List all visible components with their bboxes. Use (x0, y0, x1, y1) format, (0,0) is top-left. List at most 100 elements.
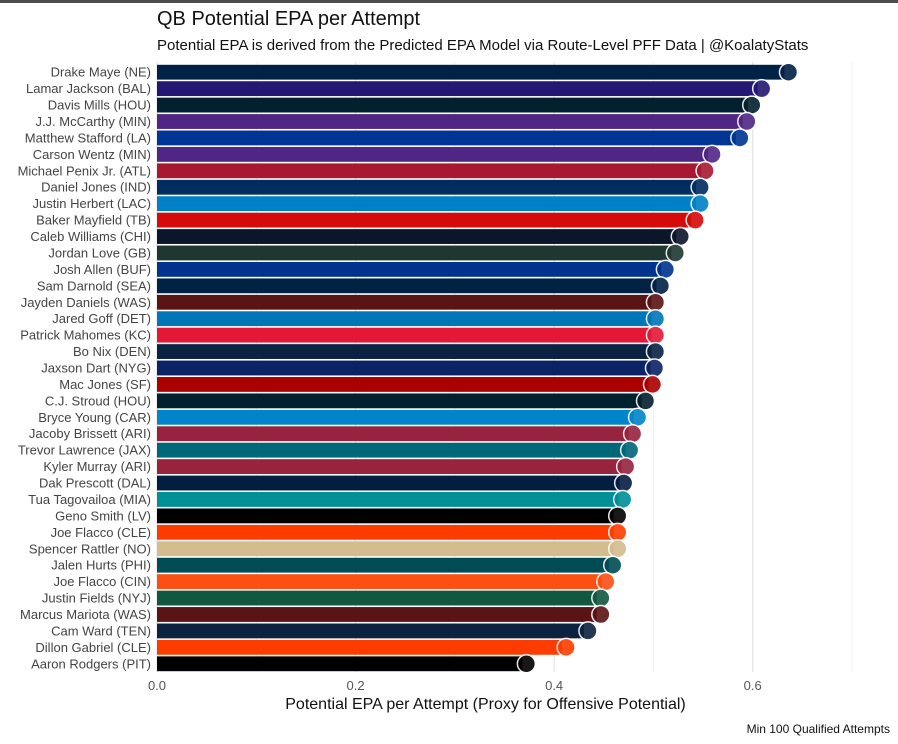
team-logo-icon (645, 308, 666, 329)
category-label: Dak Prescott (DAL) (39, 476, 151, 491)
category-label: Justin Fields (NYJ) (42, 591, 151, 606)
category-label: Josh Allen (BUF) (53, 262, 151, 277)
team-logo-icon (670, 226, 691, 247)
team-logo-icon (578, 621, 598, 641)
team-logo-icon (645, 292, 666, 313)
bar (157, 607, 597, 622)
team-logo-icon (556, 637, 576, 658)
bar (157, 245, 672, 261)
team-logo-icon (591, 588, 611, 608)
team-logo-icon (607, 506, 628, 526)
category-label: Patrick Mahomes (KC) (20, 328, 151, 343)
category-label: Carson Wentz (MIN) (33, 147, 151, 162)
team-logo-icon (751, 78, 772, 99)
bar (157, 623, 584, 639)
bar (157, 344, 652, 359)
team-logo-icon (690, 193, 710, 214)
category-label: Caleb Williams (CHI) (30, 229, 151, 244)
category-label: Trevor Lawrence (JAX) (18, 443, 151, 458)
bar (157, 196, 697, 212)
x-tick-label: 0.2 (347, 678, 365, 693)
team-logo-icon (607, 539, 628, 559)
bar (157, 163, 702, 179)
team-logo-icon (690, 177, 710, 197)
bar (157, 442, 626, 458)
team-logo-icon (516, 654, 537, 674)
bar (157, 130, 736, 146)
category-label: Bryce Young (CAR) (38, 410, 151, 425)
category-label: Marcus Mariota (WAS) (20, 607, 151, 622)
team-logo-icon (615, 456, 636, 477)
bar (157, 146, 709, 162)
category-label: Bo Nix (DEN) (73, 344, 151, 359)
category-label: Drake Maye (NE) (51, 65, 151, 80)
chart-caption: Min 100 Qualified Attempts (746, 722, 890, 736)
category-label: Jaxson Dart (NYG) (41, 361, 151, 376)
bar (157, 524, 614, 540)
bar (157, 179, 697, 195)
bar (157, 97, 748, 113)
category-label: Dillon Gabriel (CLE) (35, 640, 151, 655)
x-tick-label: 0.0 (148, 678, 166, 693)
category-label: Justin Herbert (LAC) (33, 196, 151, 211)
x-tick-labels: 0.0 0.2 0.4 0.6 (148, 678, 762, 693)
team-logo-icon (650, 276, 671, 296)
bar (157, 278, 657, 294)
bar (157, 229, 677, 244)
bar (157, 590, 597, 606)
category-label: Tua Tagovailoa (MIA) (28, 492, 151, 507)
bar (157, 409, 634, 425)
team-logo-icon (596, 571, 616, 592)
bar (157, 261, 662, 277)
team-logo-icon (642, 374, 663, 395)
bar (157, 541, 614, 557)
team-logo-icon (645, 341, 666, 362)
bar (157, 574, 602, 590)
bar (157, 557, 609, 573)
team-logo-icon (665, 243, 686, 263)
category-label: Cam Ward (TEN) (51, 623, 151, 638)
bar (157, 508, 614, 524)
category-label: Aaron Rodgers (PIT) (31, 656, 151, 671)
bar (157, 639, 563, 655)
x-axis-title: Potential EPA per Attempt (Proxy for Off… (285, 696, 686, 713)
bar (157, 393, 642, 409)
category-label: Jalen Hurts (PHI) (51, 558, 151, 573)
top-rule (0, 0, 898, 3)
bar (157, 459, 622, 475)
bar (157, 377, 649, 392)
category-label: Jared Goff (DET) (52, 311, 151, 326)
category-label: C.J. Stroud (HOU) (45, 393, 151, 408)
bar (157, 64, 785, 80)
category-label: Jacoby Brissett (ARI) (29, 426, 151, 441)
team-logo-icon (622, 423, 643, 444)
category-label: Daniel Jones (IND) (41, 180, 151, 195)
chart-subtitle: Potential EPA is derived from the Predic… (157, 37, 809, 54)
team-logo-icon (742, 95, 762, 115)
category-label: Jordan Love (GB) (48, 245, 151, 260)
category-label: Sam Darnold (SEA) (37, 278, 151, 293)
team-logo-icon (635, 391, 656, 411)
team-logo-icon (612, 489, 633, 510)
bar (157, 81, 758, 97)
category-labels: Drake Maye (NE)Lamar Jackson (BAL) Davis … (18, 65, 151, 672)
chart-title: QB Potential EPA per Attempt (157, 8, 421, 30)
bars (157, 62, 799, 674)
team-logo-icon (685, 210, 705, 230)
team-logo-icon (702, 144, 722, 165)
category-label: Matthew Stafford (LA) (25, 130, 151, 145)
bar (157, 212, 692, 228)
category-label: Joe Flacco (CLE) (51, 525, 151, 540)
bar (157, 114, 743, 129)
team-logo-icon (644, 358, 665, 378)
bar (157, 475, 620, 491)
bar (157, 294, 652, 310)
bar (157, 311, 652, 327)
category-label: Kyler Murray (ARI) (43, 459, 151, 474)
bar (157, 492, 619, 507)
team-logo-icon (730, 128, 750, 148)
category-label: Jayden Daniels (WAS) (21, 295, 151, 310)
category-label: Mac Jones (SF) (59, 377, 151, 392)
category-label: Geno Smith (LV) (55, 508, 151, 523)
